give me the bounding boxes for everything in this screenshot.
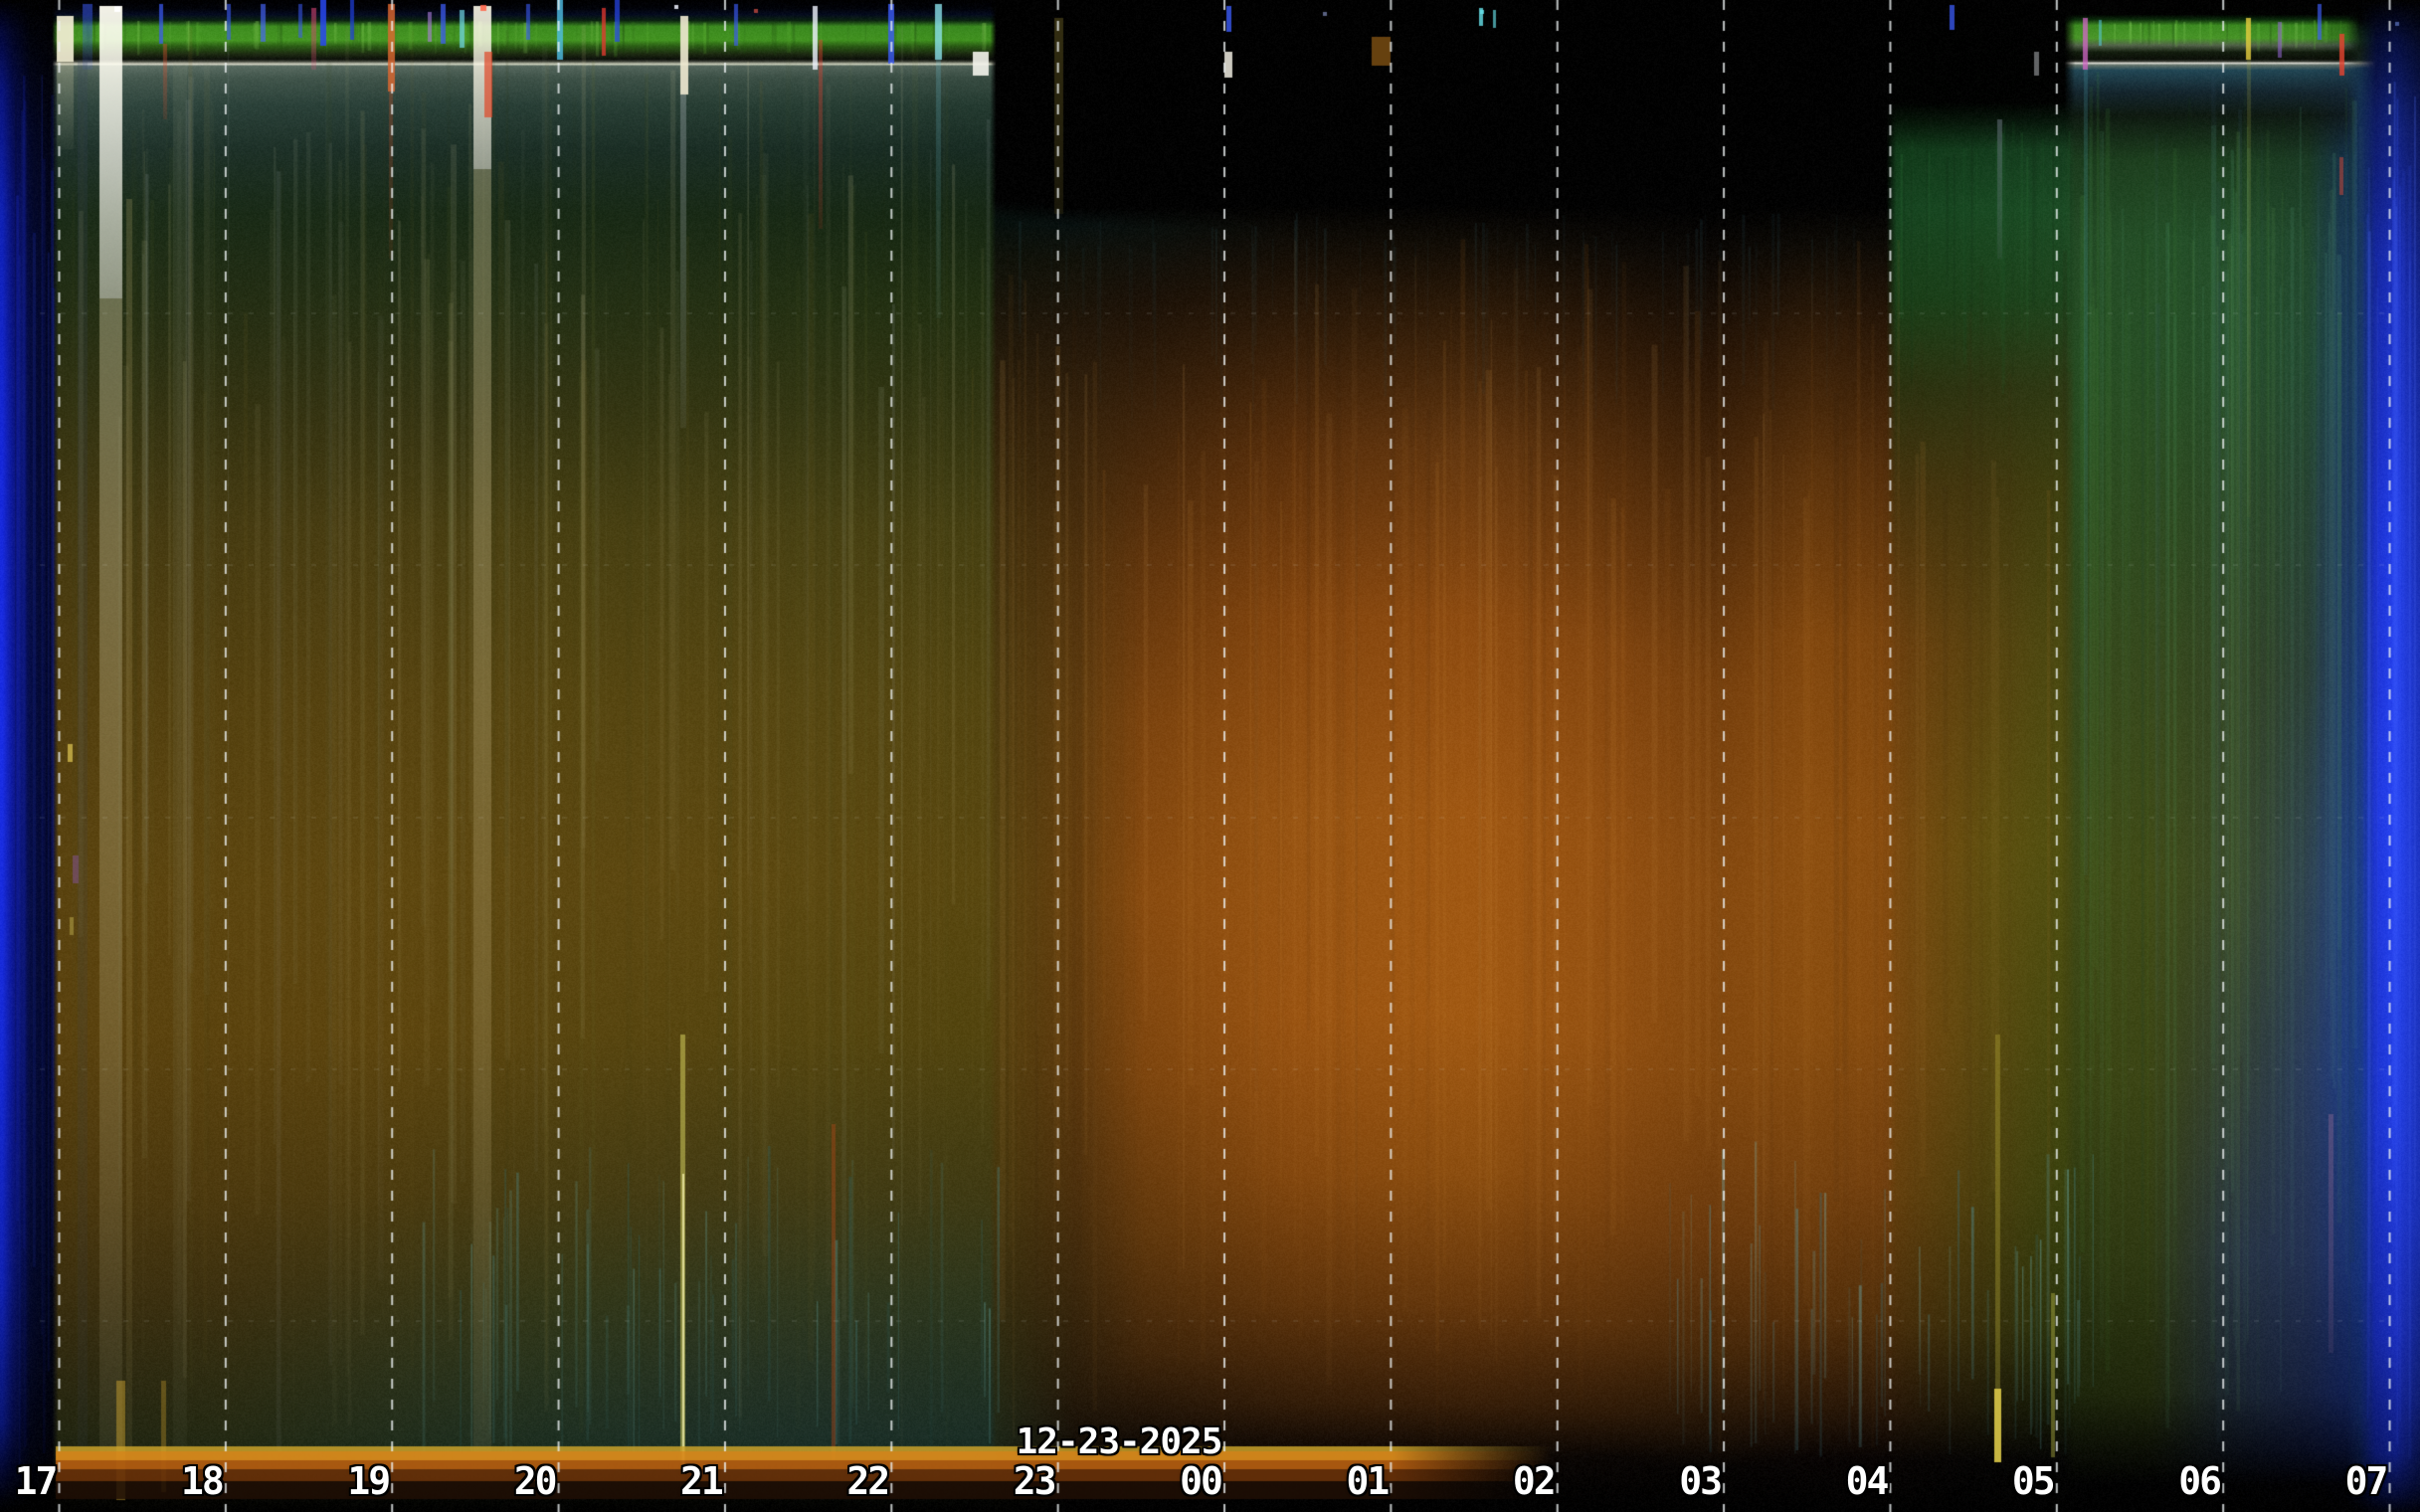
keogram: 12-23-2025 17 18 19 20 21 22 23 00 01 02 03 04 05 06 0…: [0, 0, 2420, 1512]
keogram-image: [0, 0, 2420, 1512]
